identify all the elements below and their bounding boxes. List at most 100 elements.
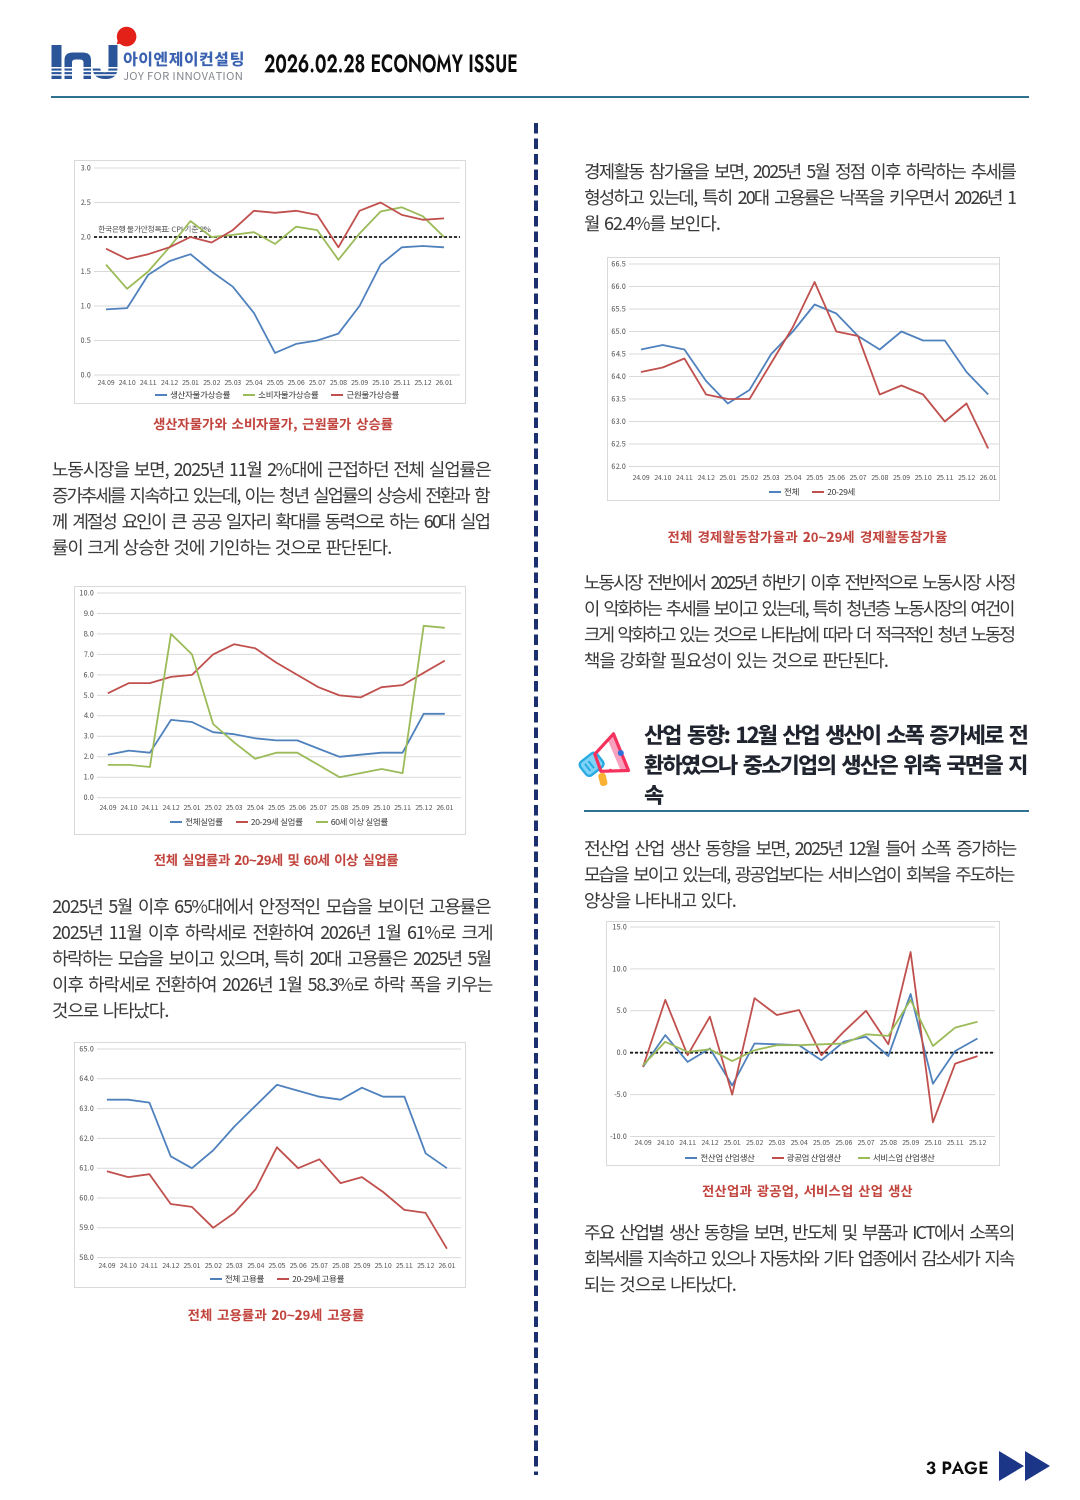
svg-text:66.0: 66.0	[611, 281, 626, 292]
svg-text:24.09: 24.09	[633, 1137, 651, 1147]
svg-text:24.12: 24.12	[160, 377, 178, 387]
svg-text:59.0: 59.0	[79, 1222, 94, 1233]
svg-text:2.0: 2.0	[84, 751, 94, 762]
svg-text:24.11: 24.11	[675, 472, 693, 482]
svg-text:25.06: 25.06	[827, 472, 845, 482]
svg-text:25.12: 25.12	[957, 472, 975, 482]
svg-text:24.11: 24.11	[140, 802, 158, 812]
svg-text:60.0: 60.0	[79, 1192, 94, 1203]
svg-text:24.09: 24.09	[98, 802, 116, 812]
svg-text:25.09: 25.09	[352, 1260, 370, 1270]
svg-text:25.02: 25.02	[204, 1260, 222, 1270]
svg-text:64.5: 64.5	[611, 348, 626, 359]
svg-text:0.0: 0.0	[81, 369, 91, 380]
svg-text:9.0: 9.0	[84, 608, 94, 619]
svg-text:65.0: 65.0	[79, 1043, 94, 1054]
svg-text:26.01: 26.01	[435, 802, 453, 812]
svg-text:25.07: 25.07	[856, 1137, 874, 1147]
svg-text:25.12: 25.12	[968, 1137, 986, 1147]
svg-text:5.0: 5.0	[617, 1005, 627, 1016]
svg-text:25.04: 25.04	[783, 472, 801, 482]
svg-text:24.12: 24.12	[696, 472, 714, 482]
svg-text:25.05: 25.05	[267, 802, 285, 812]
svg-text:25.08: 25.08	[870, 472, 888, 482]
svg-text:25.03: 25.03	[225, 802, 243, 812]
svg-text:25.10: 25.10	[923, 1137, 941, 1147]
svg-text:4.0: 4.0	[84, 710, 94, 721]
svg-text:25.09: 25.09	[350, 377, 368, 387]
svg-text:8.0: 8.0	[84, 628, 94, 639]
svg-text:24.12: 24.12	[161, 802, 179, 812]
svg-text:25.04: 25.04	[244, 377, 262, 387]
svg-text:25.07: 25.07	[310, 1260, 328, 1270]
svg-text:61.0: 61.0	[79, 1163, 94, 1174]
svg-text:24.11: 24.11	[678, 1137, 696, 1147]
svg-text:25.07: 25.07	[848, 472, 866, 482]
svg-text:65.0: 65.0	[611, 326, 626, 337]
svg-text:25.03: 25.03	[762, 472, 780, 482]
svg-text:25.12: 25.12	[414, 802, 432, 812]
svg-text:3.0: 3.0	[81, 162, 91, 173]
svg-text:24.10: 24.10	[656, 1137, 674, 1147]
svg-text:25.03: 25.03	[767, 1137, 785, 1147]
svg-text:25.05: 25.05	[267, 1260, 285, 1270]
svg-text:62.5: 62.5	[611, 438, 626, 449]
svg-text:6.0: 6.0	[84, 669, 94, 680]
svg-text:25.07: 25.07	[308, 377, 326, 387]
svg-text:24.10: 24.10	[119, 802, 137, 812]
svg-text:24.11: 24.11	[139, 377, 157, 387]
svg-text:3.0: 3.0	[84, 731, 94, 742]
svg-text:25.11: 25.11	[393, 802, 411, 812]
svg-text:25.08: 25.08	[879, 1137, 897, 1147]
svg-text:25.08: 25.08	[330, 802, 348, 812]
svg-text:25.05: 25.05	[265, 377, 283, 387]
svg-text:-5.0: -5.0	[614, 1089, 627, 1100]
svg-text:58.0: 58.0	[79, 1252, 94, 1263]
svg-text:25.01: 25.01	[182, 1260, 200, 1270]
svg-text:25.02: 25.02	[202, 377, 220, 387]
svg-text:26.01: 26.01	[979, 472, 997, 482]
svg-text:2.5: 2.5	[81, 197, 91, 208]
svg-text:24.09: 24.09	[96, 377, 114, 387]
svg-text:24.12: 24.12	[161, 1260, 179, 1270]
svg-text:25.02: 25.02	[745, 1137, 763, 1147]
svg-text:2.0: 2.0	[81, 231, 91, 242]
svg-text:24.12: 24.12	[700, 1137, 718, 1147]
svg-text:-10.0: -10.0	[610, 1131, 627, 1142]
svg-text:25.02: 25.02	[203, 802, 221, 812]
svg-text:25.03: 25.03	[223, 377, 241, 387]
svg-text:63.0: 63.0	[611, 416, 626, 427]
svg-text:25.10: 25.10	[913, 472, 931, 482]
svg-text:62.0: 62.0	[79, 1133, 94, 1144]
svg-text:25.05: 25.05	[812, 1137, 830, 1147]
svg-text:25.02: 25.02	[740, 472, 758, 482]
svg-text:25.09: 25.09	[351, 802, 369, 812]
svg-text:25.11: 25.11	[395, 1260, 413, 1270]
svg-text:25.11: 25.11	[392, 377, 410, 387]
svg-text:한국은행 물가안정목표: CPI 기준 2%: 한국은행 물가안정목표: CPI 기준 2%	[98, 224, 210, 235]
svg-text:65.5: 65.5	[611, 303, 626, 314]
svg-text:0.0: 0.0	[84, 792, 94, 803]
svg-text:63.5: 63.5	[611, 393, 626, 404]
svg-text:25.10: 25.10	[373, 1260, 391, 1270]
svg-text:25.06: 25.06	[834, 1137, 852, 1147]
svg-text:24.10: 24.10	[653, 472, 671, 482]
svg-text:64.0: 64.0	[611, 371, 626, 382]
svg-text:26.01: 26.01	[434, 377, 452, 387]
svg-text:1.0: 1.0	[84, 772, 94, 783]
svg-text:1.5: 1.5	[81, 266, 91, 277]
svg-text:62.0: 62.0	[611, 461, 626, 472]
svg-text:25.03: 25.03	[225, 1260, 243, 1270]
svg-text:63.0: 63.0	[79, 1103, 94, 1114]
svg-text:7.0: 7.0	[84, 649, 94, 660]
svg-text:25.11: 25.11	[946, 1137, 964, 1147]
svg-text:25.09: 25.09	[901, 1137, 919, 1147]
svg-text:25.08: 25.08	[331, 1260, 349, 1270]
svg-text:25.11: 25.11	[935, 472, 953, 482]
svg-text:0.0: 0.0	[617, 1047, 627, 1058]
svg-text:10.0: 10.0	[79, 587, 94, 598]
svg-text:25.05: 25.05	[805, 472, 823, 482]
svg-text:25.06: 25.06	[288, 802, 306, 812]
svg-text:24.10: 24.10	[117, 377, 135, 387]
svg-text:25.01: 25.01	[723, 1137, 741, 1147]
